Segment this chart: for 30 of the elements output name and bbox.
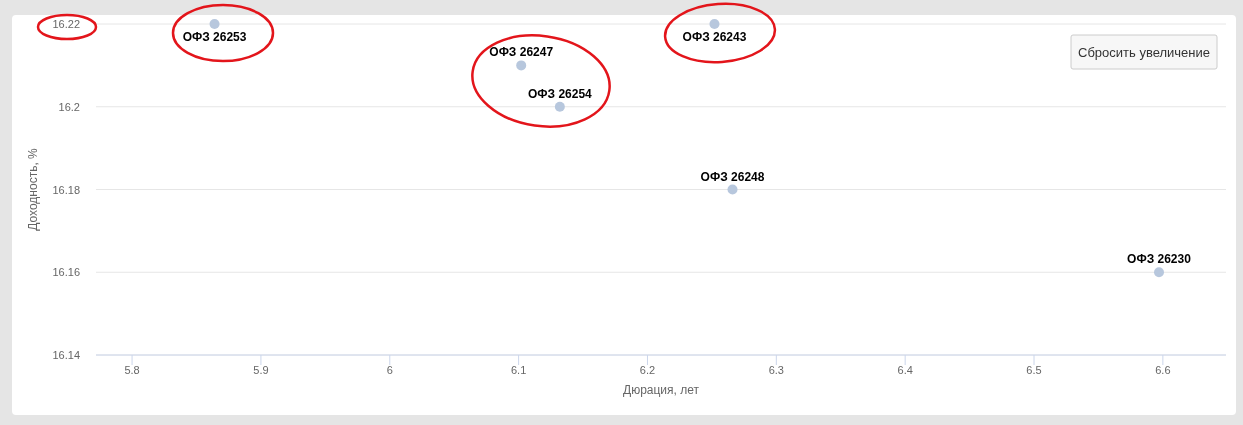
y-tick-label: 16.14	[52, 349, 80, 361]
series-label: ОФЗ 26247	[489, 45, 554, 60]
x-tick-label: 6.5	[1026, 364, 1042, 376]
point	[727, 184, 738, 195]
series-label: ОФЗ 26253	[182, 30, 247, 44]
y-tick-label: 16.16	[52, 266, 80, 279]
x-tick-label: 6.4	[897, 364, 913, 376]
point	[554, 101, 565, 112]
y-tick-label: 16.2	[58, 100, 80, 113]
y-tick-label: 16.18	[52, 183, 80, 196]
point	[709, 19, 720, 29]
series-label: ОФЗ 26243	[682, 30, 747, 44]
x-axis-title: Дюрация, лет	[623, 383, 700, 397]
x-tick-label: 6.3	[768, 364, 784, 376]
x-tick-label: 6.2	[639, 364, 656, 376]
series-label: ОФЗ 26248	[700, 169, 765, 184]
y-axis-title: Доходность, %	[26, 147, 40, 231]
x-tick-label: 5.9	[253, 364, 269, 376]
x-tick-label: 6.6	[1155, 364, 1171, 376]
x-tick-label: 6.1	[510, 364, 527, 376]
reset-zoom-button: Сбросить увеличение	[1070, 34, 1218, 70]
y-tick-label: 16.22	[52, 18, 80, 30]
annotation: Сбросить увеличение	[1078, 44, 1210, 60]
x-tick-label: 6	[386, 364, 393, 376]
series-label: ОФЗ 26254	[527, 86, 593, 101]
point	[516, 60, 527, 71]
point	[209, 19, 220, 29]
point	[1154, 267, 1164, 278]
series-label: ОФЗ 26230	[1127, 252, 1192, 267]
x-tick-label: 5.8	[124, 364, 140, 376]
